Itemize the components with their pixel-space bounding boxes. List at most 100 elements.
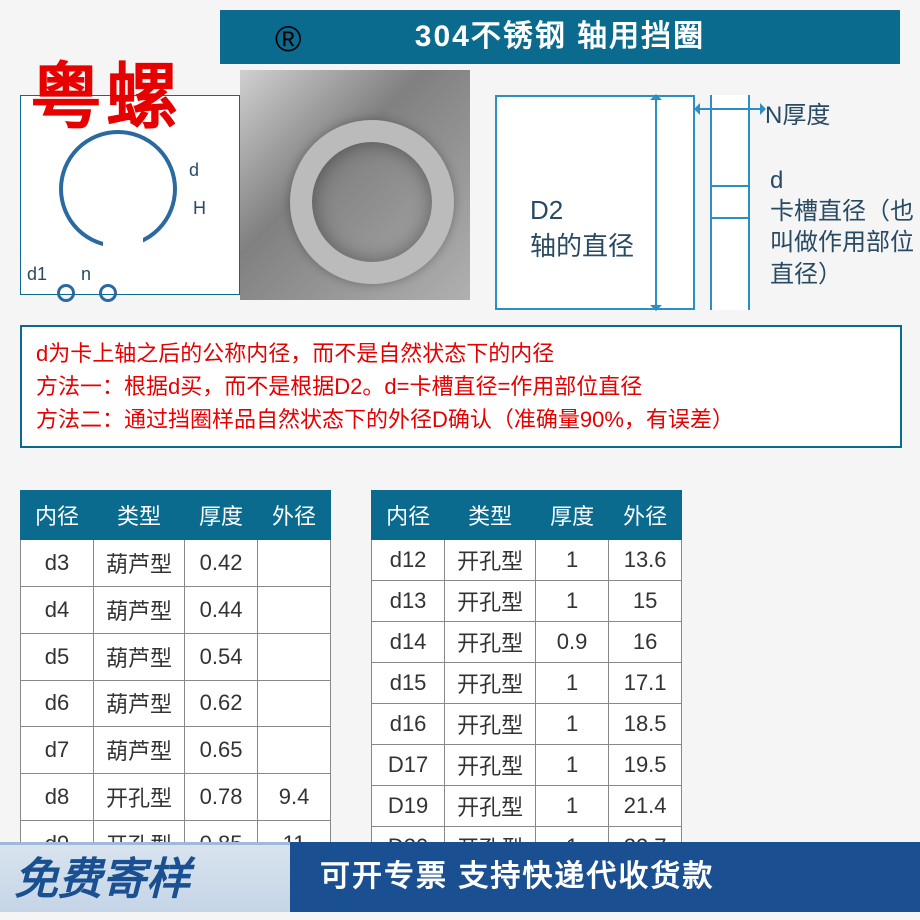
table-cell: 开孔型 xyxy=(445,622,536,663)
label-n: n xyxy=(81,264,91,285)
col-type: 类型 xyxy=(445,491,536,540)
table-row: D19开孔型121.4 xyxy=(372,786,682,827)
label-d1: d1 xyxy=(27,264,47,285)
label-d: d xyxy=(189,160,199,181)
label-H: H xyxy=(193,198,206,219)
note-line2: 方法一：根据d买，而不是根据D2。d=卡槽直径=作用部位直径 xyxy=(36,370,886,403)
table-row: d7葫芦型0.65 xyxy=(21,727,331,774)
table-cell: 1 xyxy=(536,540,609,581)
table-row: d13开孔型115 xyxy=(372,581,682,622)
table-cell: d6 xyxy=(21,680,94,727)
table-cell: 1 xyxy=(536,704,609,745)
table-cell xyxy=(258,540,331,587)
note-box: d为卡上轴之后的公称内径，而不是自然状态下的内径 方法一：根据d买，而不是根据D… xyxy=(20,325,902,448)
table-cell: 0.9 xyxy=(536,622,609,663)
table-cell: d4 xyxy=(21,586,94,633)
col-thick: 厚度 xyxy=(185,491,258,540)
table-cell: d8 xyxy=(21,774,94,821)
col-type: 类型 xyxy=(94,491,185,540)
table-row: d5葫芦型0.54 xyxy=(21,633,331,680)
side-dimension xyxy=(710,95,750,310)
table-cell: 0.42 xyxy=(185,540,258,587)
tables-area: 内径 类型 厚度 外径 d3葫芦型0.42d4葫芦型0.44d5葫芦型0.54d… xyxy=(20,490,902,868)
table-cell: 0.54 xyxy=(185,633,258,680)
d2-text: 轴的直径 xyxy=(530,231,634,261)
table-cell xyxy=(258,586,331,633)
table-cell: d5 xyxy=(21,633,94,680)
table-cell: 1 xyxy=(536,663,609,704)
table-cell: D17 xyxy=(372,745,445,786)
table-cell: 开孔型 xyxy=(94,774,185,821)
table-cell xyxy=(258,727,331,774)
table-cell: 21.4 xyxy=(609,786,682,827)
table-cell: 葫芦型 xyxy=(94,727,185,774)
spec-table-left: 内径 类型 厚度 外径 d3葫芦型0.42d4葫芦型0.44d5葫芦型0.54d… xyxy=(20,490,331,868)
table-cell: 1 xyxy=(536,581,609,622)
footer-right: 可开专票 支持快递代收货款 xyxy=(290,842,920,912)
table-cell: d16 xyxy=(372,704,445,745)
table-cell: 葫芦型 xyxy=(94,586,185,633)
table-cell: 开孔型 xyxy=(445,540,536,581)
table-cell: d3 xyxy=(21,540,94,587)
table-cell: 0.78 xyxy=(185,774,258,821)
footer-left: 免费寄样 xyxy=(0,842,290,912)
col-inner: 内径 xyxy=(21,491,94,540)
brand-text: 粤螺 xyxy=(30,38,182,143)
table-cell: d15 xyxy=(372,663,445,704)
footer: 免费寄样 可开专票 支持快递代收货款 xyxy=(0,842,920,912)
table-row: d3葫芦型0.42 xyxy=(21,540,331,587)
col-thick: 厚度 xyxy=(536,491,609,540)
table-cell: 0.65 xyxy=(185,727,258,774)
col-outer: 外径 xyxy=(609,491,682,540)
table-cell: 开孔型 xyxy=(445,786,536,827)
table-cell: 0.62 xyxy=(185,680,258,727)
table-cell: d7 xyxy=(21,727,94,774)
table-cell: 17.1 xyxy=(609,663,682,704)
d-text: 卡槽直径（也叫做作用部位直径） xyxy=(770,198,914,287)
table-cell: d13 xyxy=(372,581,445,622)
col-inner: 内径 xyxy=(372,491,445,540)
table-cell: 葫芦型 xyxy=(94,680,185,727)
table-cell: 19.5 xyxy=(609,745,682,786)
table-cell: 16 xyxy=(609,622,682,663)
table-cell: 15 xyxy=(609,581,682,622)
table-cell: 13.6 xyxy=(609,540,682,581)
table-cell xyxy=(258,633,331,680)
table-row: d14开孔型0.916 xyxy=(372,622,682,663)
table-row: d6葫芦型0.62 xyxy=(21,680,331,727)
table-cell: 葫芦型 xyxy=(94,633,185,680)
table-header-row: 内径 类型 厚度 外径 xyxy=(372,491,682,540)
d2-label: D2 轴的直径 xyxy=(530,195,634,263)
table-cell: D19 xyxy=(372,786,445,827)
table-cell: 1 xyxy=(536,745,609,786)
table-cell: 开孔型 xyxy=(445,581,536,622)
n-label: N厚度 xyxy=(765,95,830,130)
col-outer: 外径 xyxy=(258,491,331,540)
d2-code: D2 xyxy=(530,195,563,225)
product-photo xyxy=(240,70,470,300)
note-line1: d为卡上轴之后的公称内径，而不是自然状态下的内径 xyxy=(36,337,886,370)
registered-mark: ® xyxy=(275,18,302,60)
header-title: 304不锈钢 轴用挡圈 xyxy=(220,10,900,64)
table-row: D17开孔型119.5 xyxy=(372,745,682,786)
d2-arrow xyxy=(655,100,657,305)
table-row: d8开孔型0.789.4 xyxy=(21,774,331,821)
table-row: d15开孔型117.1 xyxy=(372,663,682,704)
table-row: d4葫芦型0.44 xyxy=(21,586,331,633)
spec-table-right: 内径 类型 厚度 外径 d12开孔型113.6d13开孔型115d14开孔型0.… xyxy=(371,490,682,868)
table-cell: d12 xyxy=(372,540,445,581)
table-cell: d14 xyxy=(372,622,445,663)
n-arrow xyxy=(700,108,760,110)
note-line3: 方法二：通过挡圈样品自然状态下的外径D确认（准确量90%，有误差） xyxy=(36,403,886,436)
table-cell: 18.5 xyxy=(609,704,682,745)
table-cell xyxy=(258,680,331,727)
table-header-row: 内径 类型 厚度 外径 xyxy=(21,491,331,540)
table-cell: 0.44 xyxy=(185,586,258,633)
table-cell: 开孔型 xyxy=(445,663,536,704)
table-row: d16开孔型118.5 xyxy=(372,704,682,745)
table-cell: 9.4 xyxy=(258,774,331,821)
table-cell: 开孔型 xyxy=(445,745,536,786)
table-cell: 葫芦型 xyxy=(94,540,185,587)
table-cell: 1 xyxy=(536,786,609,827)
d-label: d 卡槽直径（也叫做作用部位直径） xyxy=(770,165,920,290)
